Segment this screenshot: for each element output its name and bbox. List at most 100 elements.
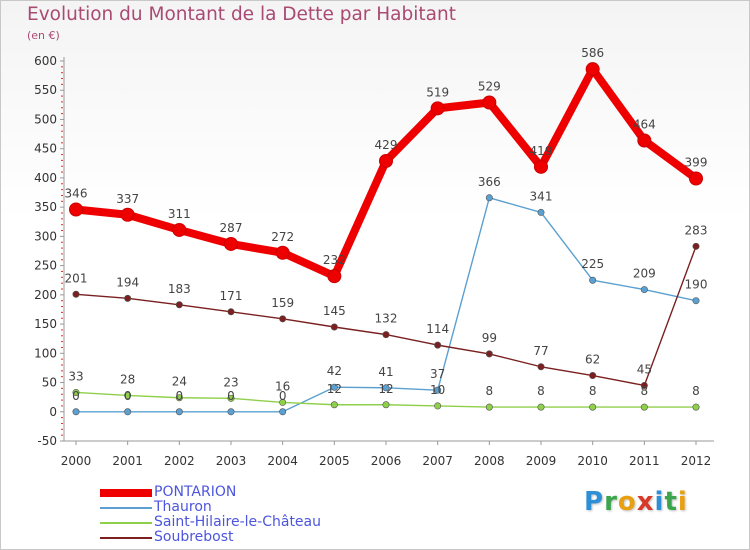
data-point <box>72 388 80 396</box>
data-point <box>640 381 648 389</box>
data-point <box>537 403 545 411</box>
x-tick-label: 2003 <box>216 454 247 468</box>
data-point <box>692 403 700 411</box>
data-label: 145 <box>323 304 346 318</box>
data-label: 586 <box>581 46 604 60</box>
y-tick-label: 300 <box>34 229 57 243</box>
data-label: 429 <box>375 138 398 152</box>
data-label: 529 <box>478 80 501 94</box>
data-point <box>279 408 287 416</box>
logo-letter: i <box>654 487 665 517</box>
data-label: 232 <box>323 253 346 267</box>
data-point <box>434 402 442 410</box>
data-point <box>589 403 597 411</box>
data-point <box>434 386 442 394</box>
data-label: 62 <box>585 353 600 367</box>
x-tick-label: 2006 <box>371 454 402 468</box>
data-point <box>379 153 393 168</box>
y-tick-label: 150 <box>34 317 57 331</box>
proxiti-logo: Proxiti <box>584 487 688 517</box>
y-tick-label: 350 <box>34 200 57 214</box>
data-label: 8 <box>641 384 649 398</box>
data-label: 77 <box>533 344 548 358</box>
data-label: 0 <box>72 389 80 403</box>
data-label: 464 <box>633 118 656 132</box>
data-label: 0 <box>279 389 287 403</box>
data-label: 0 <box>227 389 235 403</box>
y-tick-label: 500 <box>34 112 57 126</box>
data-label: 37 <box>430 367 445 381</box>
data-point <box>227 394 235 402</box>
y-tick-label: 0 <box>49 405 57 419</box>
data-label: 0 <box>124 389 132 403</box>
y-tick-label: 200 <box>34 288 57 302</box>
data-label: 41 <box>378 365 393 379</box>
x-tick-label: 2012 <box>681 454 712 468</box>
data-label: 45 <box>637 362 652 376</box>
legend-item-thauron: Thauron <box>100 500 321 515</box>
data-label: 171 <box>220 289 243 303</box>
data-label: 190 <box>685 278 708 292</box>
data-label: 346 <box>65 186 88 200</box>
data-point <box>124 294 132 302</box>
data-label: 201 <box>65 271 88 285</box>
data-point <box>485 350 493 358</box>
data-point <box>382 384 390 392</box>
x-tick-label: 2010 <box>577 454 608 468</box>
data-label: 23 <box>223 375 238 389</box>
data-label: 159 <box>271 296 294 310</box>
data-point <box>69 202 83 217</box>
data-label: 12 <box>327 382 342 396</box>
logo-letter: t <box>664 487 678 517</box>
legend-swatch-saint-hilaire <box>100 521 152 524</box>
legend-swatch-thauron <box>100 506 152 509</box>
legend-swatch-pontarion <box>100 488 152 497</box>
data-point <box>537 208 545 216</box>
y-tick-label: 450 <box>34 142 57 156</box>
data-point <box>224 236 238 251</box>
x-tick-label: 2004 <box>267 454 298 468</box>
data-point <box>382 331 390 339</box>
legend-label-pontarion: PONTARION <box>154 484 237 500</box>
data-point <box>330 323 338 331</box>
logo-letter: r <box>604 487 618 517</box>
series-line-pontarion <box>72 65 700 281</box>
data-label: 287 <box>220 221 243 235</box>
chart-subtitle: (en €) <box>27 29 60 42</box>
y-tick-label: 400 <box>34 171 57 185</box>
data-point <box>330 383 338 391</box>
legend-swatch-soubrebost <box>100 536 152 539</box>
data-point <box>689 171 703 186</box>
data-label: 8 <box>537 384 545 398</box>
data-label: 419 <box>530 144 553 158</box>
x-tick-label: 2005 <box>319 454 350 468</box>
data-label: 33 <box>68 369 83 383</box>
logo-letter: o <box>617 487 637 517</box>
data-label: 42 <box>327 364 342 378</box>
data-point <box>72 290 80 298</box>
line-chart: -500501001502002503003504004505005506002… <box>34 46 714 468</box>
legend-item-pontarion: PONTARION <box>100 485 321 500</box>
data-label: 209 <box>633 267 656 281</box>
data-point <box>537 363 545 371</box>
x-tick-label: 2008 <box>474 454 505 468</box>
data-label: 99 <box>482 331 497 345</box>
x-tick-label: 2002 <box>164 454 195 468</box>
logo-letter: P <box>584 487 605 517</box>
x-tick-label: 2007 <box>422 454 453 468</box>
data-label: 8 <box>692 384 700 398</box>
data-point <box>227 308 235 316</box>
legend: PONTARION Thauron Saint-Hilaire-le-Châte… <box>100 485 321 545</box>
x-tick-label: 2000 <box>61 454 92 468</box>
data-label: 194 <box>116 275 139 289</box>
y-tick-label: 50 <box>42 376 57 390</box>
data-label: 366 <box>478 175 501 189</box>
logo-letter: x <box>636 487 655 517</box>
y-tick-label: -50 <box>37 434 57 448</box>
y-tick-label: 100 <box>34 346 57 360</box>
data-label: 519 <box>426 85 449 99</box>
data-point <box>692 297 700 305</box>
data-point <box>124 408 132 416</box>
data-label: 225 <box>581 257 604 271</box>
data-point <box>640 286 648 294</box>
